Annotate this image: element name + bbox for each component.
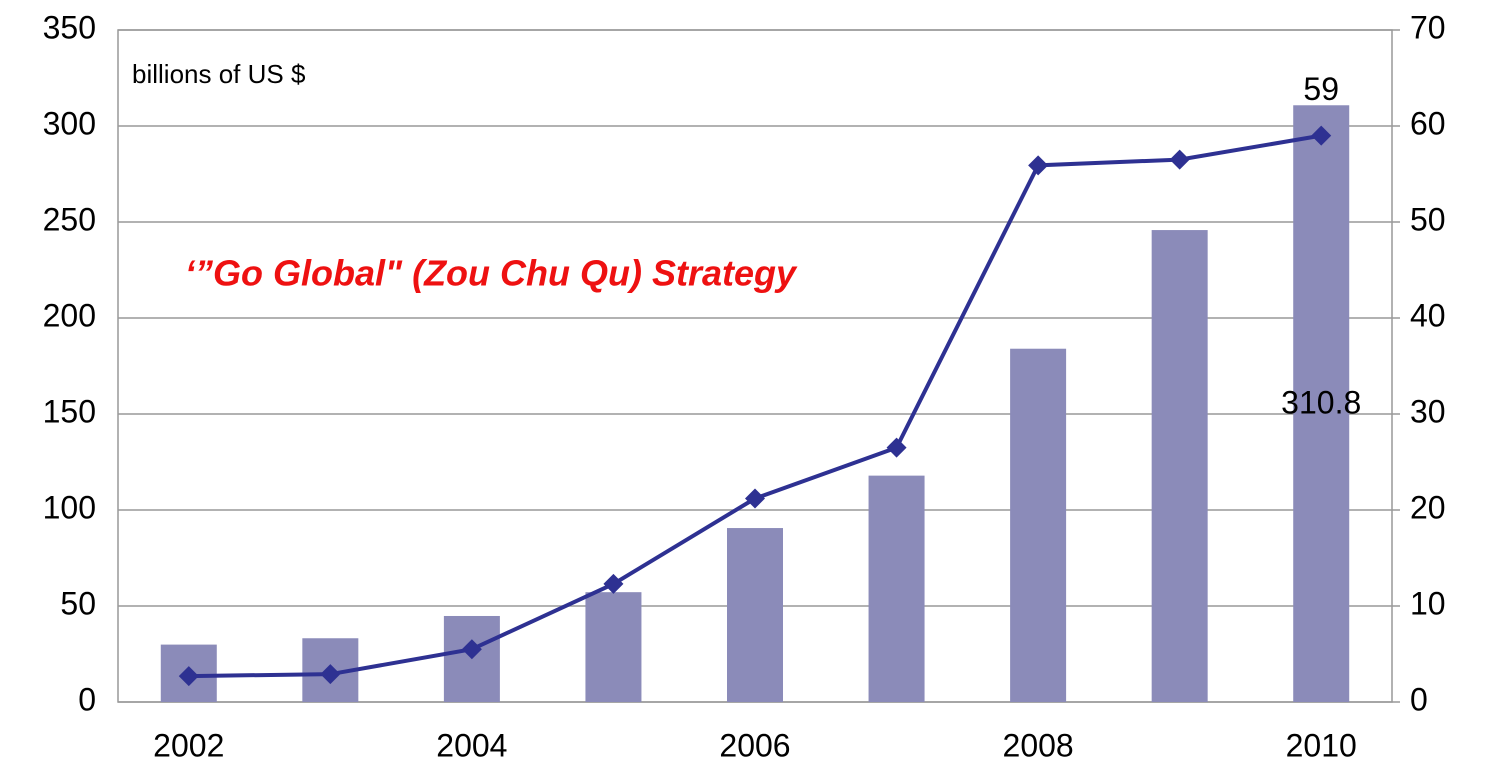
x-tick-label: 2010 [1286, 727, 1357, 763]
line-marker [745, 488, 765, 509]
y2-tick-label: 30 [1410, 393, 1446, 429]
bar [585, 592, 642, 702]
bar [1151, 230, 1208, 702]
bar [1293, 105, 1350, 703]
line-marker [886, 437, 907, 458]
line-marker [461, 639, 482, 660]
bar [727, 528, 783, 702]
y2-tick-label: 0 [1410, 681, 1428, 717]
line-marker [178, 666, 199, 687]
y2-tick-label: 50 [1410, 201, 1446, 237]
line-marker [1028, 155, 1049, 176]
y-tick-label: 350 [43, 9, 96, 45]
y2-tick-label: 10 [1410, 585, 1446, 621]
y-tick-label: 50 [60, 585, 96, 621]
y-tick-label: 150 [43, 393, 96, 429]
y-tick-label: 250 [43, 201, 96, 237]
line-marker [320, 664, 341, 685]
line-marker [1169, 149, 1190, 170]
x-tick-label: 2002 [153, 727, 224, 763]
line-marker [603, 573, 624, 594]
line-marker [1311, 125, 1332, 146]
unit-label: billions of US $ [132, 59, 306, 89]
y2-tick-label: 60 [1410, 105, 1446, 141]
line-value-label: 59 [1303, 71, 1339, 107]
y-tick-label: 200 [43, 297, 96, 333]
y2-tick-label: 40 [1410, 297, 1446, 333]
y-tick-label: 300 [43, 105, 96, 141]
y-tick-label: 100 [43, 489, 96, 525]
bar-value-label: 310.8 [1281, 385, 1361, 421]
bar [1010, 348, 1067, 702]
x-tick-label: 2006 [719, 727, 790, 763]
y2-tick-label: 70 [1410, 9, 1446, 45]
y-tick-label: 0 [78, 681, 96, 717]
annotation: ‘”Go Global" (Zou Chu Qu) Strategy [185, 253, 798, 294]
y2-tick-label: 20 [1410, 489, 1446, 525]
x-tick-label: 2008 [1003, 727, 1074, 763]
bar [868, 475, 925, 702]
x-tick-label: 2004 [436, 727, 507, 763]
